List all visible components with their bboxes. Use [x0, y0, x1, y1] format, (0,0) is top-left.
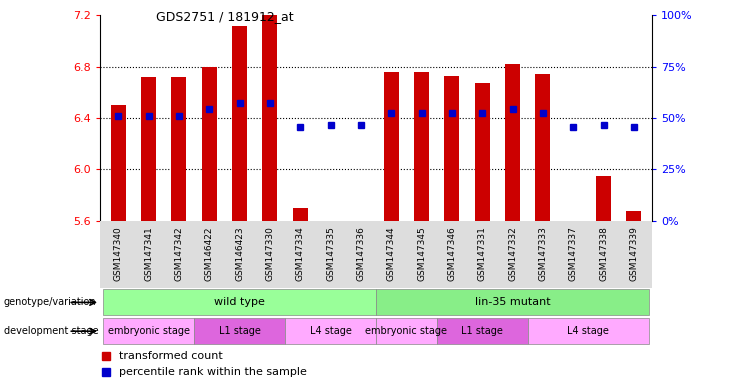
FancyBboxPatch shape — [103, 318, 194, 344]
Text: wild type: wild type — [214, 297, 265, 308]
Bar — [353, 221, 368, 227]
Bar — [414, 72, 429, 221]
Bar — [445, 76, 459, 221]
Text: GSM147330: GSM147330 — [265, 226, 274, 281]
FancyBboxPatch shape — [285, 318, 376, 344]
Text: GSM147338: GSM147338 — [599, 226, 608, 281]
Text: embryonic stage: embryonic stage — [107, 326, 190, 336]
Bar — [110, 105, 126, 221]
Bar — [293, 208, 308, 221]
Text: GDS2751 / 181912_at: GDS2751 / 181912_at — [156, 10, 293, 23]
Text: GSM147332: GSM147332 — [508, 226, 517, 281]
Bar — [535, 74, 551, 221]
Text: GSM147336: GSM147336 — [356, 226, 365, 281]
Text: genotype/variation: genotype/variation — [4, 297, 96, 308]
Text: GSM146422: GSM146422 — [205, 226, 213, 281]
FancyBboxPatch shape — [436, 318, 528, 344]
Text: L4 stage: L4 stage — [310, 326, 351, 336]
Text: GSM147334: GSM147334 — [296, 226, 305, 281]
Bar — [202, 67, 217, 221]
Bar — [262, 15, 277, 221]
FancyBboxPatch shape — [528, 318, 649, 344]
Bar — [171, 77, 187, 221]
Text: GSM147342: GSM147342 — [174, 226, 184, 281]
Text: embryonic stage: embryonic stage — [365, 326, 448, 336]
Text: transformed count: transformed count — [119, 351, 223, 361]
Text: GSM147344: GSM147344 — [387, 226, 396, 281]
FancyBboxPatch shape — [103, 290, 376, 315]
Bar — [384, 72, 399, 221]
Text: GSM147340: GSM147340 — [113, 226, 123, 281]
Text: GSM147345: GSM147345 — [417, 226, 426, 281]
Text: GSM147337: GSM147337 — [568, 226, 578, 281]
FancyBboxPatch shape — [376, 290, 649, 315]
Bar — [232, 26, 247, 221]
Bar — [505, 64, 520, 221]
Bar — [475, 83, 490, 221]
Bar — [626, 210, 642, 221]
Text: GSM146423: GSM146423 — [235, 226, 244, 281]
FancyBboxPatch shape — [194, 318, 285, 344]
FancyBboxPatch shape — [376, 318, 436, 344]
Text: GSM147341: GSM147341 — [144, 226, 153, 281]
Bar — [565, 221, 581, 227]
Text: development stage: development stage — [4, 326, 99, 336]
Text: L1 stage: L1 stage — [462, 326, 503, 336]
Text: lin-35 mutant: lin-35 mutant — [475, 297, 551, 308]
Text: L1 stage: L1 stage — [219, 326, 261, 336]
Bar — [141, 77, 156, 221]
Text: percentile rank within the sample: percentile rank within the sample — [119, 367, 308, 377]
Text: GSM147335: GSM147335 — [326, 226, 335, 281]
Text: L4 stage: L4 stage — [568, 326, 609, 336]
Text: GSM147333: GSM147333 — [539, 226, 548, 281]
Text: GSM147339: GSM147339 — [629, 226, 639, 281]
Bar — [323, 221, 338, 225]
Text: GSM147346: GSM147346 — [448, 226, 456, 281]
Bar — [596, 176, 611, 221]
Text: GSM147331: GSM147331 — [478, 226, 487, 281]
